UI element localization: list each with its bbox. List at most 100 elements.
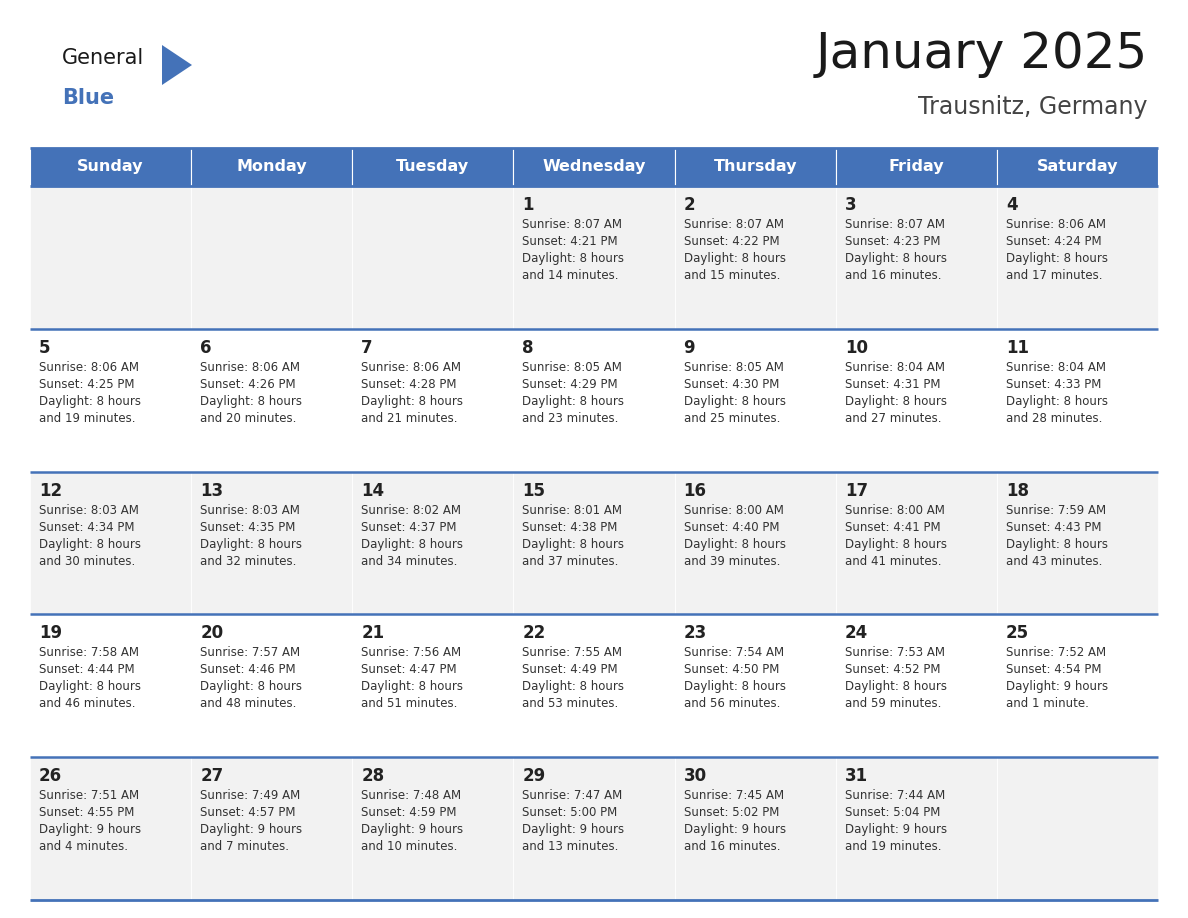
Text: Sunset: 4:22 PM: Sunset: 4:22 PM (683, 235, 779, 248)
Text: 16: 16 (683, 482, 707, 499)
Text: Daylight: 8 hours: Daylight: 8 hours (683, 680, 785, 693)
Text: 31: 31 (845, 767, 868, 785)
Text: 1: 1 (523, 196, 533, 214)
Bar (997, 757, 1158, 900)
Text: 6: 6 (200, 339, 211, 357)
Bar (353, 186, 513, 329)
Text: and 39 minutes.: and 39 minutes. (683, 554, 781, 567)
Text: Sunset: 4:47 PM: Sunset: 4:47 PM (361, 664, 457, 677)
Text: Sunset: 4:52 PM: Sunset: 4:52 PM (845, 664, 940, 677)
Text: 7: 7 (361, 339, 373, 357)
Text: Daylight: 8 hours: Daylight: 8 hours (1006, 252, 1108, 265)
Polygon shape (162, 45, 192, 85)
Text: 4: 4 (1006, 196, 1017, 214)
Text: and 28 minutes.: and 28 minutes. (1006, 412, 1102, 425)
Text: Sunset: 4:40 PM: Sunset: 4:40 PM (683, 521, 779, 533)
Text: and 20 minutes.: and 20 minutes. (200, 412, 297, 425)
Text: Sunrise: 7:55 AM: Sunrise: 7:55 AM (523, 646, 623, 659)
Text: Blue: Blue (62, 88, 114, 108)
Text: Daylight: 8 hours: Daylight: 8 hours (683, 252, 785, 265)
Bar (353, 329, 513, 472)
Text: Sunrise: 8:05 AM: Sunrise: 8:05 AM (523, 361, 623, 374)
Text: Daylight: 8 hours: Daylight: 8 hours (523, 538, 625, 551)
Bar (513, 329, 675, 472)
Text: and 43 minutes.: and 43 minutes. (1006, 554, 1102, 567)
Text: 27: 27 (200, 767, 223, 785)
Text: and 15 minutes.: and 15 minutes. (683, 269, 781, 282)
Text: Daylight: 8 hours: Daylight: 8 hours (523, 395, 625, 408)
Text: January 2025: January 2025 (816, 30, 1148, 78)
Bar (513, 186, 675, 329)
Text: and 23 minutes.: and 23 minutes. (523, 412, 619, 425)
Text: 14: 14 (361, 482, 385, 499)
Text: Tuesday: Tuesday (397, 160, 469, 174)
Text: Sunrise: 7:59 AM: Sunrise: 7:59 AM (1006, 504, 1106, 517)
Text: and 17 minutes.: and 17 minutes. (1006, 269, 1102, 282)
Text: Sunset: 4:21 PM: Sunset: 4:21 PM (523, 235, 618, 248)
Text: Sunset: 4:46 PM: Sunset: 4:46 PM (200, 664, 296, 677)
Text: 28: 28 (361, 767, 385, 785)
Text: 11: 11 (1006, 339, 1029, 357)
Bar (675, 757, 835, 900)
Bar (835, 614, 997, 757)
Text: Sunset: 4:31 PM: Sunset: 4:31 PM (845, 378, 940, 391)
Text: Sunrise: 8:06 AM: Sunrise: 8:06 AM (200, 361, 301, 374)
Text: 3: 3 (845, 196, 857, 214)
Bar (30, 186, 191, 329)
Bar (191, 614, 353, 757)
Text: Sunrise: 7:58 AM: Sunrise: 7:58 AM (39, 646, 139, 659)
Text: Sunset: 4:23 PM: Sunset: 4:23 PM (845, 235, 940, 248)
Text: Friday: Friday (889, 160, 944, 174)
Text: Sunset: 4:59 PM: Sunset: 4:59 PM (361, 806, 456, 819)
Bar (191, 186, 353, 329)
Text: Sunset: 4:49 PM: Sunset: 4:49 PM (523, 664, 618, 677)
Text: Daylight: 8 hours: Daylight: 8 hours (523, 252, 625, 265)
Text: and 25 minutes.: and 25 minutes. (683, 412, 781, 425)
Text: Daylight: 8 hours: Daylight: 8 hours (39, 538, 141, 551)
Text: 18: 18 (1006, 482, 1029, 499)
Text: Daylight: 9 hours: Daylight: 9 hours (845, 823, 947, 836)
Text: Daylight: 8 hours: Daylight: 8 hours (39, 680, 141, 693)
Text: Sunrise: 8:00 AM: Sunrise: 8:00 AM (683, 504, 783, 517)
Text: Daylight: 8 hours: Daylight: 8 hours (1006, 395, 1108, 408)
Bar (675, 329, 835, 472)
Text: and 41 minutes.: and 41 minutes. (845, 554, 941, 567)
Text: Daylight: 8 hours: Daylight: 8 hours (39, 395, 141, 408)
Text: Sunset: 4:29 PM: Sunset: 4:29 PM (523, 378, 618, 391)
Text: Sunset: 4:35 PM: Sunset: 4:35 PM (200, 521, 296, 533)
Text: Sunset: 4:30 PM: Sunset: 4:30 PM (683, 378, 779, 391)
Text: Sunrise: 7:44 AM: Sunrise: 7:44 AM (845, 789, 944, 802)
Text: and 59 minutes.: and 59 minutes. (845, 698, 941, 711)
Text: Monday: Monday (236, 160, 307, 174)
Text: and 53 minutes.: and 53 minutes. (523, 698, 619, 711)
Text: 19: 19 (39, 624, 62, 643)
Bar (30, 472, 191, 614)
Text: Sunrise: 7:57 AM: Sunrise: 7:57 AM (200, 646, 301, 659)
Text: Daylight: 8 hours: Daylight: 8 hours (200, 680, 302, 693)
Text: Daylight: 8 hours: Daylight: 8 hours (845, 680, 947, 693)
Text: and 32 minutes.: and 32 minutes. (200, 554, 297, 567)
Text: 8: 8 (523, 339, 533, 357)
Text: 30: 30 (683, 767, 707, 785)
Text: Daylight: 9 hours: Daylight: 9 hours (39, 823, 141, 836)
Bar (835, 472, 997, 614)
Text: Sunset: 4:26 PM: Sunset: 4:26 PM (200, 378, 296, 391)
Text: Sunrise: 7:51 AM: Sunrise: 7:51 AM (39, 789, 139, 802)
Text: and 1 minute.: and 1 minute. (1006, 698, 1088, 711)
Bar (675, 614, 835, 757)
Text: Sunrise: 8:06 AM: Sunrise: 8:06 AM (361, 361, 461, 374)
Text: Sunrise: 8:07 AM: Sunrise: 8:07 AM (523, 218, 623, 231)
Bar (30, 148, 191, 186)
Text: Sunset: 4:38 PM: Sunset: 4:38 PM (523, 521, 618, 533)
Text: and 19 minutes.: and 19 minutes. (845, 840, 941, 853)
Text: 2: 2 (683, 196, 695, 214)
Text: Sunset: 4:57 PM: Sunset: 4:57 PM (200, 806, 296, 819)
Text: Sunset: 4:25 PM: Sunset: 4:25 PM (39, 378, 134, 391)
Text: and 16 minutes.: and 16 minutes. (845, 269, 941, 282)
Bar (997, 614, 1158, 757)
Text: Sunrise: 7:49 AM: Sunrise: 7:49 AM (200, 789, 301, 802)
Text: Sunrise: 8:07 AM: Sunrise: 8:07 AM (683, 218, 784, 231)
Text: Saturday: Saturday (1037, 160, 1118, 174)
Text: Daylight: 9 hours: Daylight: 9 hours (200, 823, 302, 836)
Text: Daylight: 8 hours: Daylight: 8 hours (361, 538, 463, 551)
